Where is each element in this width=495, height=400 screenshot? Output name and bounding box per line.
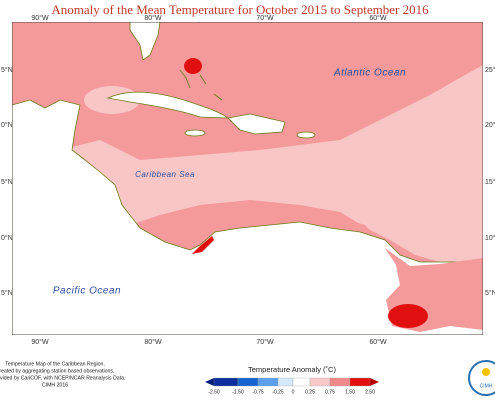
lon-label: 90°W xyxy=(31,14,49,22)
lon-label: 70°W xyxy=(256,14,274,22)
lat-label: 15°N xyxy=(485,178,495,186)
logo xyxy=(468,360,495,396)
legend-tick: -0.25 xyxy=(272,389,284,395)
legend-swatch xyxy=(213,377,239,387)
legend-tick: 0.75 xyxy=(325,389,335,395)
lat-label: 10°N xyxy=(485,234,495,242)
strong-anomaly xyxy=(192,236,214,254)
footer-line: Temperature Map of the Caribbean Region. xyxy=(5,361,105,367)
lon-label: 60°W xyxy=(369,338,387,346)
lat-label: 5°N xyxy=(485,289,495,297)
legend-swatch xyxy=(329,377,351,387)
islands xyxy=(106,22,316,139)
lon-label: 60°W xyxy=(369,14,387,22)
legend-title: Temperature Anomaly (˚C) xyxy=(248,365,336,374)
footer-line: Created by aggregating station based obs… xyxy=(0,368,114,374)
lat-label: 0°N xyxy=(1,234,13,242)
legend-swatch xyxy=(349,377,371,387)
legend-tick: 2.50 xyxy=(365,389,375,395)
legend-tick: -2.50 xyxy=(208,389,220,395)
florida xyxy=(129,22,161,61)
lat-label: 25°N xyxy=(485,66,495,74)
puerto-rico xyxy=(296,131,316,139)
lat-label: 5°N xyxy=(1,66,13,74)
lon-label: 70°W xyxy=(256,338,274,346)
legend-swatch xyxy=(257,377,279,387)
place-label: Caribbean Sea xyxy=(135,170,195,179)
footer-line: CIMH 2016 xyxy=(42,382,68,388)
strong-anomaly xyxy=(184,58,202,74)
legend: Temperature Anomaly (˚C) -2.50 -1.50 -0.75 -… xyxy=(205,365,379,395)
hispaniola xyxy=(227,113,286,135)
legend-tick: -1.50 xyxy=(232,389,244,395)
lat-label: 5°N xyxy=(1,178,13,186)
jamaica xyxy=(184,129,206,137)
light-anomaly xyxy=(60,65,483,262)
cuba xyxy=(106,91,230,119)
legend-tick: 1.50 xyxy=(345,389,355,395)
bahamas xyxy=(179,69,223,101)
legend-swatch xyxy=(277,377,294,387)
legend-swatch xyxy=(292,377,311,387)
legend-tick: 0 xyxy=(292,389,295,395)
lon-label: 80°W xyxy=(144,14,162,22)
land-and-pacific xyxy=(12,99,483,335)
labels: 90°W 90°W 80°W 80°W 70°W 70°W 60°W 60°W 5°N 25°N 0… xyxy=(0,14,495,389)
place-label: Pacific Ocean xyxy=(53,286,121,297)
footer-line: vided by CariCOF, with NCEP/NCAR Reanaly… xyxy=(0,375,125,381)
place-label: Atlantic Ocean xyxy=(333,68,406,79)
map xyxy=(12,22,483,335)
logo-text: CIMH xyxy=(480,383,493,389)
lat-label: 0°N xyxy=(1,121,13,129)
lon-label: 80°W xyxy=(144,338,162,346)
legend-tick: -0.75 xyxy=(252,389,264,395)
legend-arrow xyxy=(370,378,379,386)
legend-arrow xyxy=(205,378,214,386)
legend-swatch xyxy=(237,377,259,387)
legend-tick: 0.25 xyxy=(305,389,315,395)
logo-sun xyxy=(482,368,490,376)
lat-label: 20°N xyxy=(485,121,495,129)
lat-label: 5°N xyxy=(1,289,13,297)
legend-swatch xyxy=(309,377,331,387)
strong-anomaly xyxy=(388,304,428,328)
title: Anomaly of the Mean Temperature for Octo… xyxy=(51,2,429,17)
moderate-anomaly xyxy=(140,210,380,250)
lon-label: 90°W xyxy=(31,338,49,346)
